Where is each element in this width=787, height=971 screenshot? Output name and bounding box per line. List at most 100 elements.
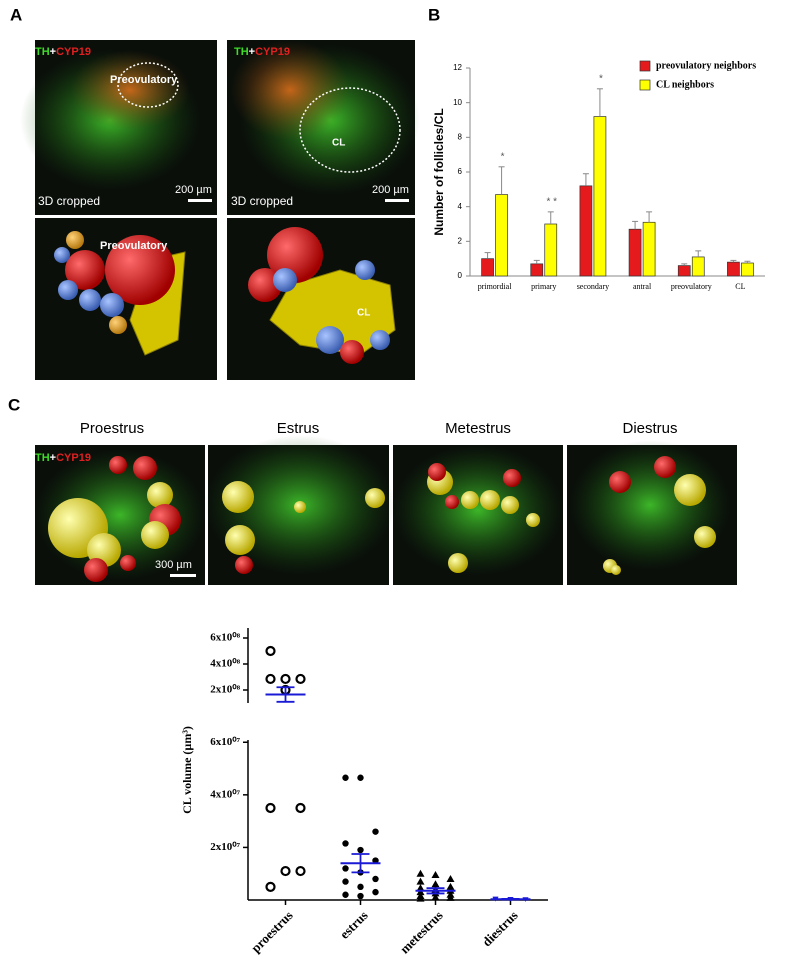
x-tick-label: preovulatory [671,282,712,291]
y-tick-label: 6x10⁰⁸ [210,632,240,644]
point [372,857,379,864]
scale-label: 200 µm [175,184,212,196]
point [372,875,379,883]
panel-a-image: TH+CYP19 CL 3D cropped 200 µm [227,40,420,215]
x-tick-label: diestrus [479,908,521,950]
point [342,840,349,847]
point [280,865,291,877]
y-tick-label: 4x10⁰⁸ [210,658,240,670]
point [416,894,425,902]
point [431,880,440,888]
point [265,645,276,657]
bar [642,221,656,277]
legend-label: preovulatory neighbors [656,60,756,71]
point [357,846,364,854]
x-tick-label: proestrus [248,908,296,956]
point [280,673,291,685]
bar [579,185,593,277]
point [431,871,440,879]
point [446,882,455,890]
y-tick-label: 4 [458,202,463,211]
image-label: 3D cropped [38,194,100,208]
x-tick-label: antral [633,282,652,291]
y-tick-label: 6 [458,167,463,176]
image-label: Preovulatory [100,240,168,252]
y-tick-label: 6x10⁰⁷ [210,736,240,748]
stage-label: Diestrus [622,420,677,437]
bar [677,265,691,277]
point [446,893,455,901]
image-label: 3D cropped [231,194,293,208]
y-axis-label: Number of follicles/CL [432,108,446,235]
legend-label: CL neighbors [656,79,714,90]
point [446,874,455,882]
annotation: * [599,73,603,84]
y-tick-label: 12 [453,63,462,72]
panel-a-image: TH+CYP19 Preovulatory 3D cropped 200 µm [20,40,217,215]
point [295,865,306,877]
bar [727,261,740,277]
point [372,888,379,896]
panel-label: A [10,5,22,24]
y-tick-label: 2x10⁰⁷ [210,841,240,853]
point [342,878,349,885]
point [295,802,306,814]
image-label: Preovulatory [110,74,178,86]
point [357,774,364,781]
point [357,883,364,891]
point [372,828,379,835]
x-tick-label: estrus [337,908,371,942]
point [342,774,349,781]
bar [741,262,754,277]
point [295,673,306,685]
bar [628,228,642,277]
annotation: * [501,151,505,162]
scale-label: 200 µm [372,184,409,196]
bar [495,194,508,277]
legend-swatch [639,79,651,91]
y-tick-label: 0 [458,271,463,280]
stain-label: TH+CYP19 [35,46,91,58]
bar [691,256,705,277]
panel-a-image: CL [227,218,415,380]
x-tick-label: primordial [478,282,513,291]
image-label: CL [332,138,345,149]
point [431,893,440,901]
scale-label: 300 µm [155,559,192,571]
y-tick-label: 8 [458,132,463,141]
point [357,892,364,900]
x-tick-label: CL [735,282,745,291]
image-label: CL [357,308,370,319]
y-tick-label: 4x10⁰⁷ [210,788,240,800]
bar [530,263,544,277]
point [342,865,349,872]
bar [544,223,558,277]
x-tick-label: secondary [577,282,609,291]
panel-label: B [428,5,440,24]
point [265,802,276,814]
legend-swatch [639,60,651,72]
x-tick-label: metestrus [397,908,446,957]
point [416,869,425,877]
stage-label: Estrus [277,420,320,437]
panel-label: C [8,395,20,414]
point [416,884,425,892]
stage-label: Proestrus [80,420,144,437]
stain-label: TH+CYP19 [35,452,91,464]
stain-label: TH+CYP19 [234,46,290,58]
point [416,877,425,885]
bar [481,258,494,277]
point [265,881,276,892]
y-tick-label: 2 [458,236,463,245]
x-tick-label: primary [531,282,556,291]
bar [593,116,607,277]
annotation: * * [546,197,557,208]
y-tick-label: 2x10⁰⁸ [210,684,240,696]
stage-label: Metestrus [445,420,511,437]
panel-a-image: Preovulatory [35,218,217,380]
panel-c-images: Proestrus Estrus Metestrus Diestrus TH+C… [35,420,737,585]
y-tick-label: 10 [453,98,462,107]
y-axis-label: CL volume (µm³) [180,726,194,814]
point [342,891,349,898]
